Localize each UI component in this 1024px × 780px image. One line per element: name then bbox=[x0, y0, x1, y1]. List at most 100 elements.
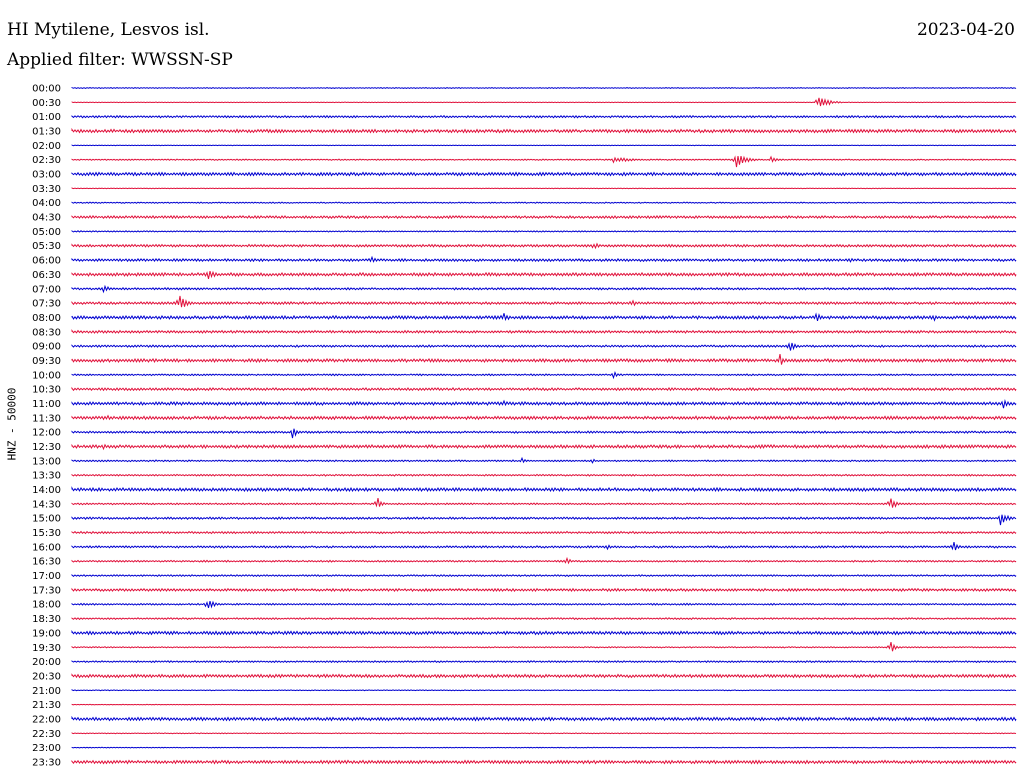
time-label: 04:00 bbox=[32, 198, 61, 209]
time-label: 00:30 bbox=[32, 98, 61, 109]
time-label: 07:00 bbox=[32, 284, 61, 295]
time-label: 13:30 bbox=[32, 471, 61, 482]
trace-row bbox=[71, 428, 1017, 439]
time-label: 05:00 bbox=[32, 227, 61, 238]
station-title: HI Mytilene, Lesvos isl. bbox=[7, 20, 210, 40]
time-label: 02:30 bbox=[32, 155, 61, 166]
time-label: 10:30 bbox=[32, 385, 61, 396]
trace-row bbox=[71, 673, 1017, 679]
trace-row bbox=[71, 201, 1017, 204]
trace-row bbox=[71, 386, 1017, 392]
time-label: 01:30 bbox=[32, 127, 61, 138]
filter-label: Applied filter: WWSSN-SP bbox=[7, 50, 233, 70]
time-label: 03:00 bbox=[32, 170, 61, 181]
trace-row bbox=[71, 473, 1017, 477]
trace-row bbox=[71, 486, 1017, 493]
time-label: 23:00 bbox=[32, 743, 61, 754]
time-label: 23:30 bbox=[32, 757, 61, 768]
time-label: 02:00 bbox=[32, 141, 61, 152]
trace-row bbox=[71, 556, 1017, 565]
trace-row bbox=[71, 255, 1017, 263]
trace-row bbox=[71, 715, 1017, 722]
time-label: 11:00 bbox=[32, 399, 61, 410]
trace-row bbox=[71, 242, 1017, 250]
time-label: 12:30 bbox=[32, 442, 61, 453]
trace-row bbox=[71, 617, 1017, 621]
trace-row bbox=[71, 530, 1017, 535]
trace-row bbox=[71, 746, 1017, 749]
time-label: 20:30 bbox=[32, 671, 61, 682]
time-label: 08:00 bbox=[32, 313, 61, 324]
time-label: 22:30 bbox=[32, 729, 61, 740]
trace-row bbox=[71, 498, 1017, 508]
time-label: 10:00 bbox=[32, 370, 61, 381]
trace-row bbox=[71, 127, 1017, 134]
time-label: 07:30 bbox=[32, 299, 61, 310]
time-label: 00:00 bbox=[32, 84, 61, 95]
time-label: 22:00 bbox=[32, 714, 61, 725]
trace-group bbox=[71, 87, 1017, 765]
time-label: 18:30 bbox=[32, 614, 61, 625]
time-label: 06:30 bbox=[32, 270, 61, 281]
time-label: 21:30 bbox=[32, 700, 61, 711]
time-label: 01:00 bbox=[32, 112, 61, 123]
time-label: 12:00 bbox=[32, 428, 61, 439]
trace-row bbox=[71, 312, 1017, 322]
trace-row bbox=[71, 171, 1017, 177]
time-label: 19:30 bbox=[32, 643, 61, 654]
time-label: 05:30 bbox=[32, 241, 61, 252]
trace-row bbox=[71, 600, 1017, 609]
trace-row bbox=[71, 214, 1017, 220]
trace-row bbox=[71, 456, 1017, 464]
trace-row bbox=[71, 703, 1017, 706]
time-label: 11:30 bbox=[32, 413, 61, 424]
time-label: 13:00 bbox=[32, 456, 61, 467]
trace-row bbox=[71, 342, 1017, 351]
trace-row bbox=[71, 144, 1017, 147]
trace-row bbox=[71, 732, 1017, 735]
trace-row bbox=[71, 155, 1017, 168]
trace-row bbox=[71, 689, 1017, 692]
time-label: 09:30 bbox=[32, 356, 61, 367]
trace-row bbox=[71, 329, 1017, 334]
time-label: 21:00 bbox=[32, 686, 61, 697]
trace-row bbox=[71, 759, 1017, 765]
trace-row bbox=[71, 230, 1017, 233]
trace-row bbox=[71, 270, 1017, 280]
time-label: 17:30 bbox=[32, 585, 61, 596]
time-label: 15:30 bbox=[32, 528, 61, 539]
time-label: 16:30 bbox=[32, 557, 61, 568]
time-label: 19:00 bbox=[32, 628, 61, 639]
trace-row bbox=[71, 354, 1017, 365]
date-label: 2023-04-20 bbox=[916, 20, 1015, 40]
trace-row bbox=[71, 87, 1017, 89]
trace-row bbox=[71, 97, 1017, 107]
trace-row bbox=[71, 187, 1017, 190]
trace-row bbox=[71, 630, 1017, 636]
trace-row bbox=[71, 295, 1017, 308]
trace-row bbox=[71, 514, 1017, 526]
time-label: 04:30 bbox=[32, 213, 61, 224]
time-label: 03:30 bbox=[32, 184, 61, 195]
time-label: 14:00 bbox=[32, 485, 61, 496]
trace-row bbox=[71, 641, 1017, 652]
time-label: 08:30 bbox=[32, 327, 61, 338]
time-label: 17:00 bbox=[32, 571, 61, 582]
time-label: 20:00 bbox=[32, 657, 61, 668]
trace-row bbox=[71, 574, 1017, 578]
trace-row bbox=[71, 443, 1017, 451]
trace-row bbox=[71, 660, 1017, 664]
time-label: 18:00 bbox=[32, 600, 61, 611]
trace-row bbox=[71, 414, 1017, 421]
time-label: 15:00 bbox=[32, 514, 61, 525]
time-label: 16:00 bbox=[32, 542, 61, 553]
time-label: 09:00 bbox=[32, 342, 61, 353]
trace-row bbox=[71, 587, 1017, 593]
time-label: 14:30 bbox=[32, 499, 61, 510]
trace-row bbox=[71, 541, 1017, 551]
trace-row bbox=[71, 114, 1017, 119]
trace-row bbox=[71, 398, 1017, 409]
time-label: 06:00 bbox=[32, 256, 61, 267]
time-label-group: 00:00 00:30 01:00 01:30 02:00 02:30 03:00 03:30… bbox=[32, 84, 61, 769]
